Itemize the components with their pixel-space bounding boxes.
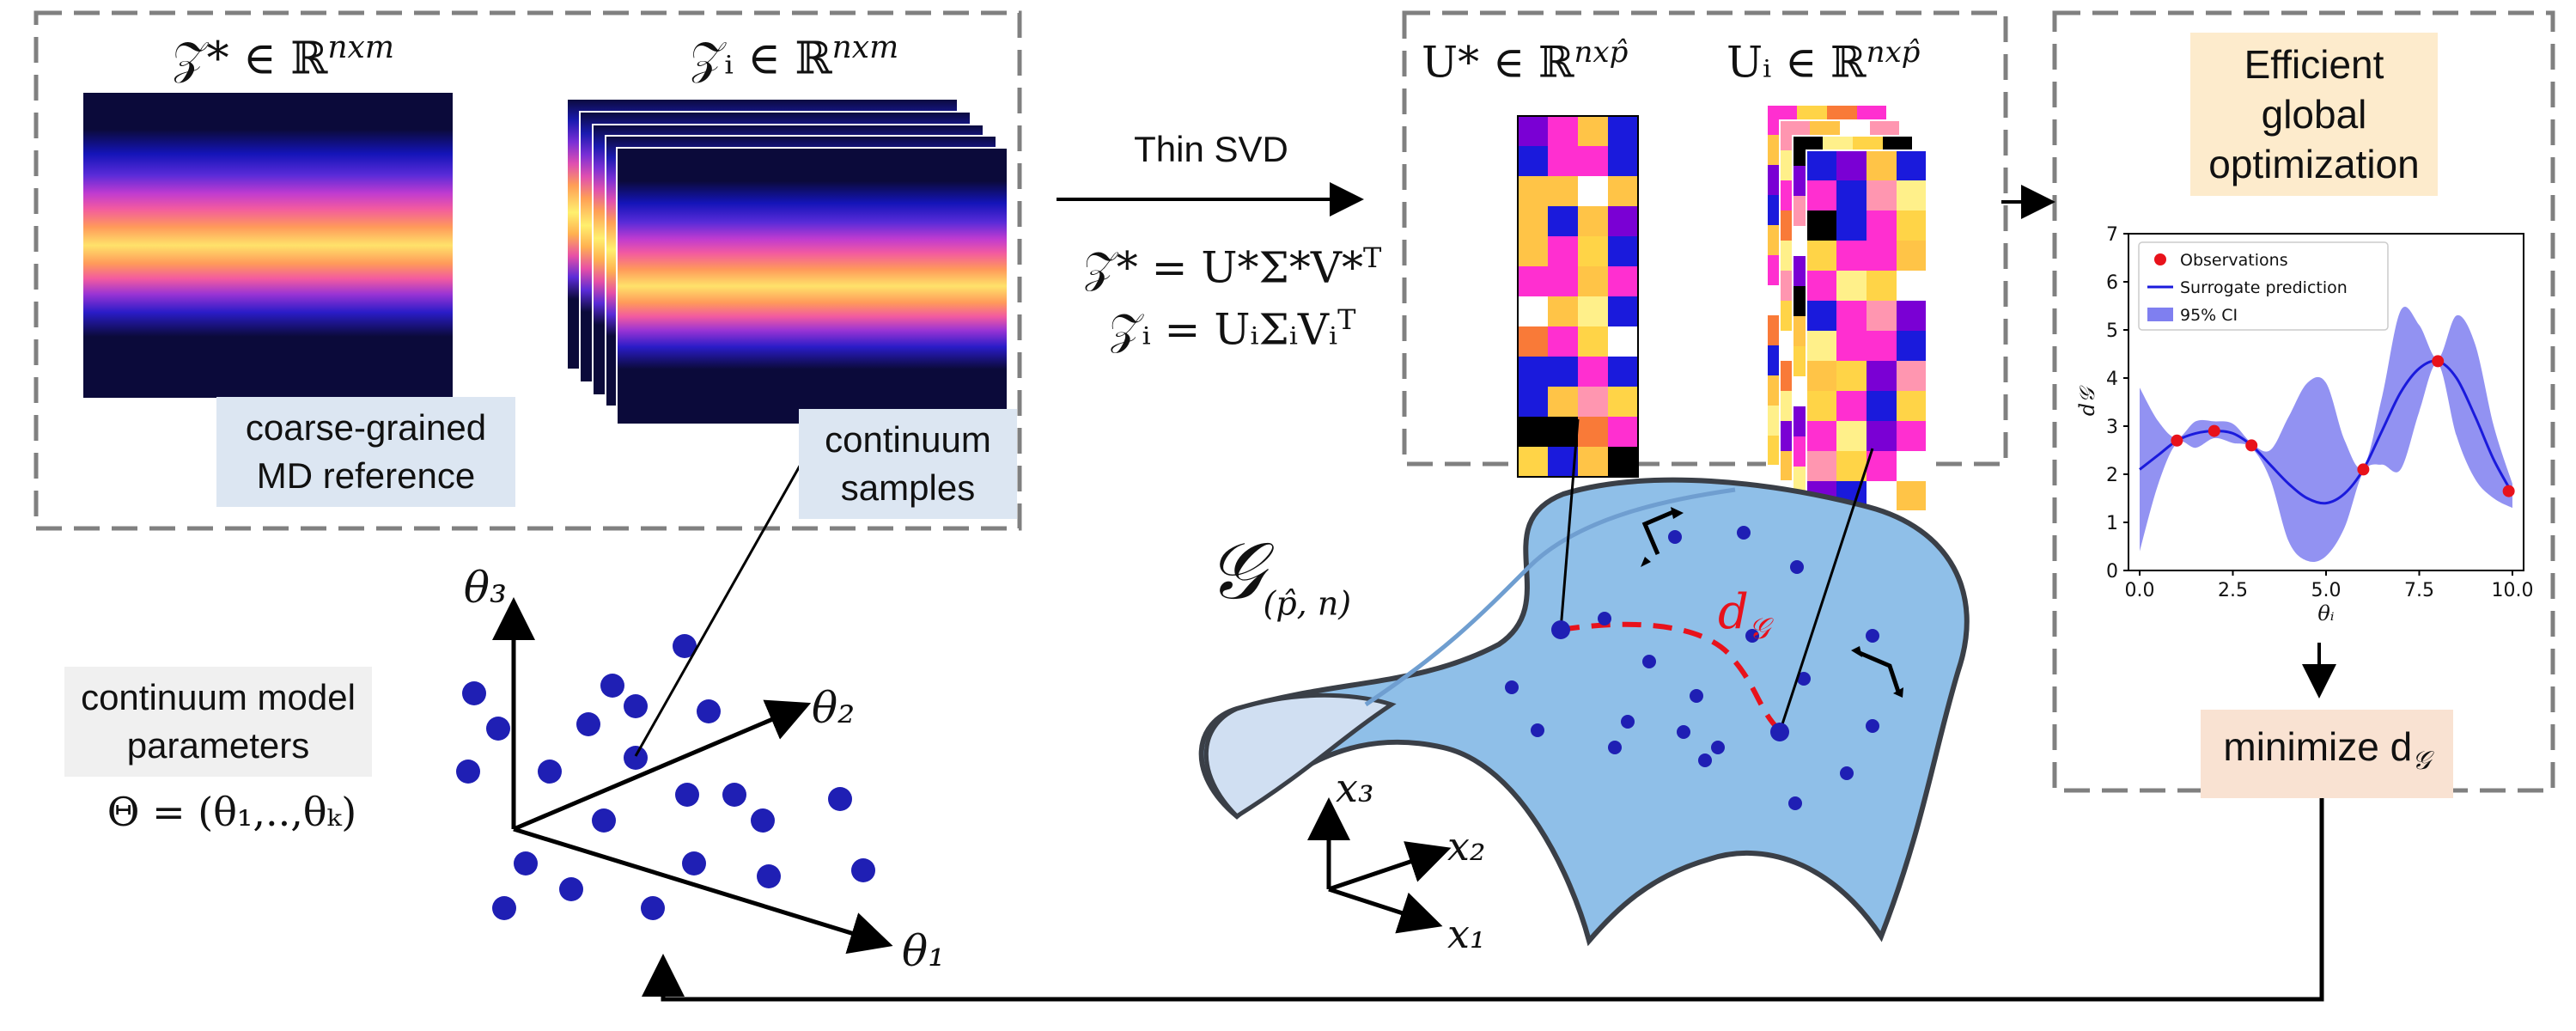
chart-y-label: d𝒢 — [2075, 385, 2099, 416]
samples-label: continuum samples — [799, 409, 1017, 519]
chart-observation-point — [2432, 355, 2445, 368]
chart-x-tick-label: 7.5 — [2404, 580, 2434, 601]
geodesic-distance-curve — [1560, 621, 1782, 733]
chart-y-tick-label: 3 — [2106, 417, 2118, 438]
sample-to-heatmap-line — [634, 429, 822, 757]
chart-observation-point — [2357, 463, 2370, 476]
chart-x-axis: 0.0 2.5 5.0 7.5 10.0 — [2125, 570, 2533, 601]
chart-observation-point — [2208, 424, 2220, 437]
chart-ci-band — [2140, 306, 2512, 563]
chart-y-tick-label: 4 — [2106, 369, 2118, 390]
reference-title: 𝒵* ∈ ℝnxm — [173, 30, 394, 85]
chart-legend: Observations Surrogate prediction 95% CI — [2138, 241, 2389, 331]
u-i-title: Uᵢ ∈ ℝnxp̂ — [1726, 35, 1921, 88]
theta-definition: Θ = (θ₁,..,θₖ) — [107, 789, 357, 835]
chart-x-tick-label: 0.0 — [2125, 580, 2155, 601]
parameter-axes — [492, 597, 893, 955]
chart-y-tick-label: 5 — [2106, 320, 2118, 342]
manifold-surface — [1198, 477, 1970, 947]
svd-label: Thin SVD — [1134, 129, 1288, 169]
axis-theta1-label: θ₁ — [902, 926, 946, 976]
axis-x3-label: x₃ — [1336, 765, 1374, 811]
chart-y-axis: 0 1 2 3 4 5 6 7 — [2106, 225, 2128, 583]
chart-x-label: θᵢ — [2317, 601, 2334, 625]
geodesic-label: d𝒢 — [1717, 584, 1770, 647]
chart-y-tick-label: 2 — [2106, 465, 2118, 486]
chart-y-tick-label: 1 — [2106, 513, 2118, 534]
parameter-label: continuum model parameters — [64, 667, 372, 777]
manifold-axes — [1307, 797, 1452, 934]
tangent-arrow-right — [1859, 650, 1901, 692]
chart-observation-point — [2502, 485, 2515, 497]
chart-x-tick-label: 2.5 — [2218, 580, 2248, 601]
u-i-to-manifold-line — [1778, 448, 1874, 733]
legend-observations: Observations — [2180, 251, 2288, 270]
reference-heatmap — [83, 93, 453, 398]
chart-surrogate-line — [2139, 359, 2514, 505]
tangent-arrow-top — [1641, 509, 1676, 555]
axis-theta2-label: θ₂ — [812, 683, 856, 733]
reference-panel-frame — [33, 10, 1022, 531]
minimize-label: minimize d𝒢 — [2201, 710, 2453, 799]
chart-y-tick-label: 7 — [2106, 225, 2118, 246]
u-star-to-manifold-line — [1559, 418, 1580, 631]
legend-surrogate: Surrogate prediction — [2180, 278, 2348, 297]
u-i-point — [1770, 723, 1789, 741]
chart-x-tick-label: 5.0 — [2311, 580, 2342, 601]
axis-theta3-label: θ₃ — [463, 563, 508, 613]
sample-heatmap-stack — [566, 98, 1008, 425]
chart-x-tick-label: 10.0 — [2491, 580, 2533, 601]
chart-observation-point — [2171, 434, 2183, 447]
chart-y-tick-label: 0 — [2106, 561, 2118, 583]
u-star-matrix — [1517, 115, 1639, 478]
parameter-samples — [456, 634, 875, 920]
axis-x1-label: x₁ — [1447, 911, 1486, 957]
ego-label: Efficient global optimization — [2190, 33, 2438, 196]
svd-equation-samples: 𝒵ᵢ = UᵢΣᵢVᵢT — [1109, 303, 1356, 355]
u-i-matrix-stack — [1766, 104, 1927, 512]
feedback-loop-arrow — [642, 797, 2324, 1002]
chart-y-tick-label: 6 — [2106, 272, 2118, 294]
ego-chart: 0 1 2 3 4 5 6 7 0.0 2.5 5.0 7.5 10.0 Observations S… — [2075, 225, 2533, 625]
legend-ci: 95% CI — [2180, 306, 2238, 325]
reference-label: coarse-grained MD reference — [216, 397, 515, 507]
chart-observation-point — [2245, 439, 2258, 452]
axis-x2-label: x₂ — [1447, 823, 1486, 869]
chart-observations — [2171, 355, 2515, 497]
u-star-title: U* ∈ ℝnxp̂ — [1422, 35, 1629, 88]
svd-equation-reference: 𝒵* = U*Σ*V*T — [1083, 241, 1382, 293]
manifold-symbol: 𝒢(p̂, n) — [1207, 525, 1352, 623]
samples-title: 𝒵ᵢ ∈ ℝnxm — [690, 30, 899, 85]
manifold-points — [1505, 526, 1879, 810]
u-star-point — [1551, 620, 1570, 639]
